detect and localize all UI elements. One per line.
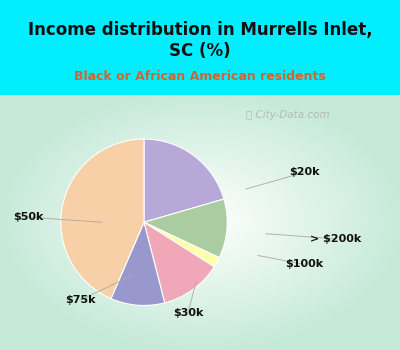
Wedge shape bbox=[144, 222, 219, 267]
Text: ⓘ City-Data.com: ⓘ City-Data.com bbox=[246, 110, 330, 120]
Wedge shape bbox=[144, 199, 227, 258]
Wedge shape bbox=[61, 139, 144, 299]
Text: $20k: $20k bbox=[289, 167, 319, 177]
Text: $30k: $30k bbox=[173, 308, 203, 318]
Text: $100k: $100k bbox=[285, 259, 323, 270]
Wedge shape bbox=[144, 222, 214, 303]
Text: Income distribution in Murrells Inlet,
SC (%): Income distribution in Murrells Inlet, S… bbox=[28, 21, 372, 60]
Text: Black or African American residents: Black or African American residents bbox=[74, 70, 326, 83]
Text: $50k: $50k bbox=[13, 212, 43, 222]
Wedge shape bbox=[144, 139, 224, 222]
Text: $75k: $75k bbox=[65, 295, 95, 305]
Text: > $200k: > $200k bbox=[310, 234, 362, 244]
Wedge shape bbox=[111, 222, 165, 306]
